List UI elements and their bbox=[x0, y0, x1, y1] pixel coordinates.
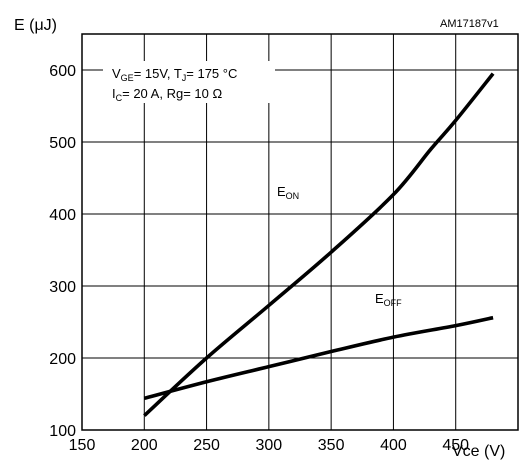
y-axis-label: E (μJ) bbox=[14, 17, 57, 34]
x-axis-label: Vce (V) bbox=[452, 443, 505, 460]
series-line-eon bbox=[143, 72, 495, 417]
y-tick-label: 300 bbox=[49, 279, 76, 296]
series-layer bbox=[143, 72, 495, 417]
y-tick-label: 500 bbox=[49, 135, 76, 152]
series-label-eoff: EOFF bbox=[375, 291, 402, 308]
figure-id: AM17187v1 bbox=[440, 18, 499, 30]
x-tick-label: 350 bbox=[318, 437, 345, 454]
y-tick-label: 400 bbox=[49, 207, 76, 224]
conditions-box: VGE= 15V, TJ= 175 °C IC= 20 A, Rg= 10 Ω bbox=[103, 61, 275, 103]
plot-frame bbox=[81, 33, 519, 431]
series-line-eoff bbox=[143, 315, 494, 401]
series-labels: EON EOFF bbox=[277, 184, 402, 308]
x-tick-label: 250 bbox=[193, 437, 220, 454]
conditions-line-1: VGE= 15V, TJ= 175 °C bbox=[112, 66, 237, 83]
conditions-line-2: IC= 20 A, Rg= 10 Ω bbox=[112, 86, 222, 103]
y-tick-label: 600 bbox=[49, 63, 76, 80]
series-label-eon: EON bbox=[277, 184, 299, 201]
x-tick-label: 300 bbox=[256, 437, 283, 454]
y-tick-label: 200 bbox=[49, 351, 76, 368]
x-tick-label: 400 bbox=[380, 437, 407, 454]
x-tick-label: 450 bbox=[442, 437, 469, 454]
y-tick-label: 100 bbox=[49, 423, 76, 440]
x-tick-label: 200 bbox=[131, 437, 158, 454]
tick-labels: 150 200 250 300 350 400 450 100 200 300 400 500 600 bbox=[49, 63, 469, 454]
x-tick-label: 150 bbox=[69, 437, 96, 454]
